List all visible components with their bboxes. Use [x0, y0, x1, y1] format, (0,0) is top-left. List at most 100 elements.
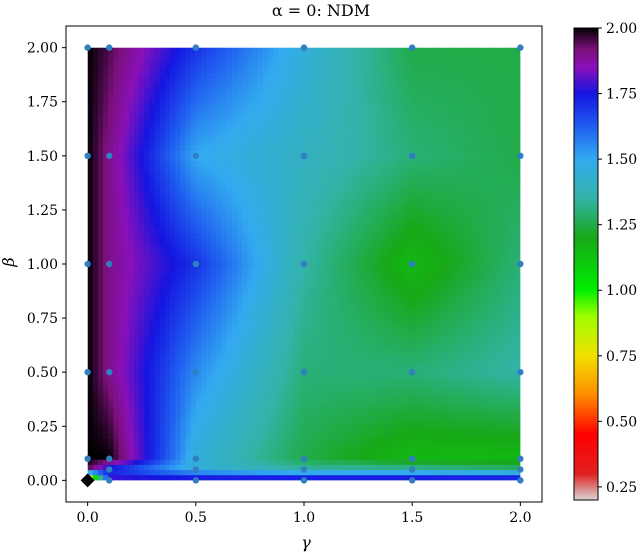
heatmap-cell: [381, 191, 388, 198]
heatmap-cell: [118, 47, 125, 54]
heatmap-cell: [334, 325, 341, 332]
heatmap-cell: [134, 171, 140, 178]
heatmap-cell: [370, 269, 377, 275]
heatmap-cell: [298, 109, 305, 116]
heatmap-cell: [92, 124, 99, 131]
heatmap-cell: [370, 423, 377, 430]
heatmap-cell: [319, 269, 326, 275]
heatmap-cell: [134, 408, 140, 414]
heatmap-cell: [190, 372, 197, 378]
heatmap-cell: [113, 361, 120, 368]
heatmap-cell: [97, 145, 104, 152]
heatmap-cell: [273, 68, 279, 74]
heatmap-cell: [288, 181, 295, 188]
heatmap-cell: [216, 57, 223, 64]
heatmap-cell: [288, 377, 295, 384]
heatmap-cell: [350, 258, 357, 265]
heatmap-cell: [185, 94, 192, 100]
heatmap-cell: [118, 310, 125, 317]
heatmap-cell: [355, 475, 362, 481]
heatmap-cell: [211, 315, 218, 322]
heatmap-cell: [108, 52, 114, 59]
heatmap-cell: [288, 227, 295, 234]
heatmap-cell: [108, 166, 114, 172]
heatmap-cell: [154, 176, 161, 183]
heatmap-cell: [200, 289, 207, 296]
heatmap-cell: [237, 289, 243, 296]
heatmap-cell: [154, 418, 161, 425]
heatmap-cell: [103, 294, 109, 301]
heatmap-cell: [345, 310, 351, 317]
heatmap-cell: [164, 258, 171, 265]
heatmap-cell: [267, 361, 274, 368]
heatmap-cell: [92, 428, 99, 435]
heatmap-cell: [118, 264, 125, 270]
heatmap-cell: [247, 119, 254, 126]
heatmap-cell: [288, 475, 295, 481]
heatmap-cell: [226, 217, 233, 224]
heatmap-cell: [206, 135, 212, 141]
heatmap-cell: [355, 341, 362, 348]
heatmap-cell: [170, 294, 176, 301]
heatmap-cell: [118, 124, 125, 131]
heatmap-cell: [309, 191, 315, 198]
heatmap-cell: [128, 212, 135, 219]
heatmap-cell: [355, 73, 362, 80]
heatmap-cell: [345, 253, 351, 260]
heatmap-cell: [97, 439, 104, 445]
heatmap-cell: [365, 274, 372, 281]
heatmap-cell: [97, 269, 104, 275]
heatmap-cell: [345, 423, 351, 430]
heatmap-cell: [329, 387, 336, 394]
heatmap-cell: [237, 212, 243, 219]
heatmap-cell: [293, 464, 300, 471]
heatmap-cell: [128, 145, 135, 152]
heatmap-cell: [226, 439, 233, 445]
heatmap-cell: [360, 351, 367, 358]
heatmap-cell: [221, 367, 228, 373]
heatmap-cell: [345, 372, 351, 378]
heatmap-cell: [262, 346, 269, 353]
heatmap-cell: [180, 475, 187, 481]
heatmap-cell: [231, 423, 238, 430]
heatmap-cell: [221, 464, 228, 471]
heatmap-cell: [154, 243, 161, 250]
heatmap-cell: [237, 377, 243, 384]
heatmap-cell: [154, 428, 161, 435]
heatmap-cell: [149, 222, 156, 229]
heatmap-cell: [267, 130, 274, 136]
heatmap-cell: [391, 186, 398, 193]
heatmap-cell: [257, 181, 264, 188]
heatmap-cell: [381, 264, 388, 270]
heatmap-cell: [329, 346, 336, 353]
heatmap-cell: [329, 392, 336, 399]
heatmap-cell: [144, 310, 151, 317]
heatmap-cell: [108, 181, 114, 188]
heatmap-cell: [293, 63, 300, 69]
heatmap-cell: [113, 372, 120, 378]
heatmap-cell: [365, 336, 372, 342]
heatmap-cell: [314, 397, 321, 404]
heatmap-cell: [329, 202, 336, 208]
heatmap-cell: [345, 94, 351, 100]
heatmap-cell: [211, 330, 218, 337]
heatmap-cell: [185, 325, 192, 332]
heatmap-cell: [226, 83, 233, 90]
heatmap-cell: [190, 171, 197, 178]
heatmap-cell: [175, 336, 181, 342]
heatmap-cell: [329, 310, 336, 317]
heatmap-cell: [231, 52, 238, 59]
heatmap-cell: [149, 459, 156, 466]
heatmap-cell: [237, 351, 243, 358]
heatmap-cell: [340, 397, 346, 404]
heatmap-cell: [293, 459, 300, 466]
heatmap-cell: [293, 248, 300, 255]
heatmap-cell: [180, 243, 187, 250]
heatmap-cell: [370, 470, 377, 476]
heatmap-cell: [304, 434, 310, 440]
heatmap-cell: [113, 253, 120, 260]
heatmap-cell: [247, 222, 254, 229]
heatmap-cell: [200, 428, 207, 435]
heatmap-cell: [350, 367, 357, 373]
heatmap-cell: [175, 315, 181, 322]
